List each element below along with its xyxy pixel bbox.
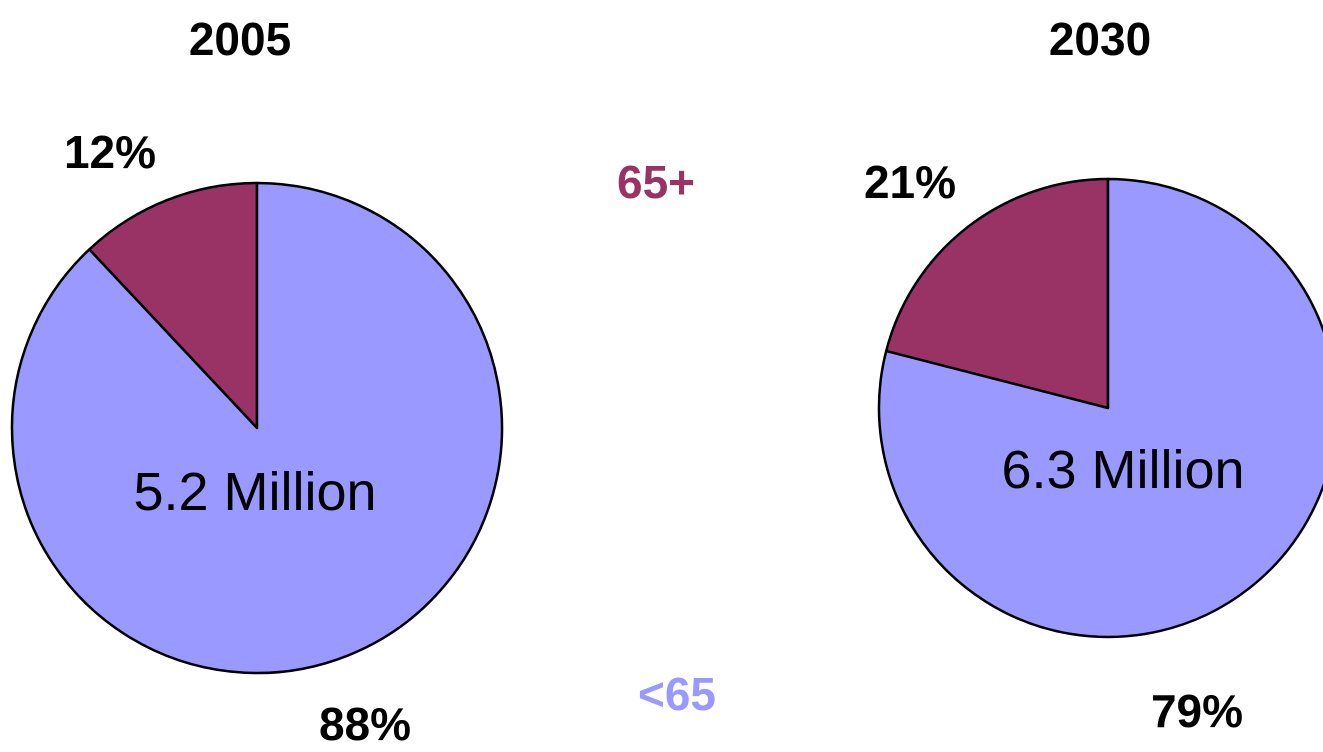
pie-title-2030: 2030 — [1049, 13, 1151, 65]
pie-slice-2005-under65 — [10, 181, 504, 675]
slice-label-2005-65plus: 12% — [64, 126, 156, 178]
slice-label-2005-under65: 88% — [319, 698, 411, 747]
pie-chart-2005: 2005 5.2 Million 12% 88% — [10, 13, 504, 750]
pie-center-label-2005: 5.2 Million — [133, 462, 376, 522]
pie-2005-slices — [10, 181, 504, 675]
slice-label-2030-65plus: 21% — [864, 156, 956, 208]
pie-slice-2030-under65 — [877, 177, 1323, 639]
pie-center-label-2030: 6.3 Million — [1001, 440, 1244, 500]
pie-2030-slices — [877, 177, 1323, 639]
pie-slice-2005-65plus — [88, 181, 259, 430]
slice-label-2030-under65: 79% — [1151, 685, 1243, 737]
legend: 65+ <65 — [617, 156, 716, 720]
pie-title-2005: 2005 — [189, 13, 291, 65]
legend-65plus: 65+ — [617, 156, 695, 208]
pie-slice-2030-65plus — [884, 177, 1110, 410]
legend-under65: <65 — [638, 668, 716, 720]
pie-chart-2030: 2030 6.3 Million 21% 79% — [864, 13, 1323, 737]
